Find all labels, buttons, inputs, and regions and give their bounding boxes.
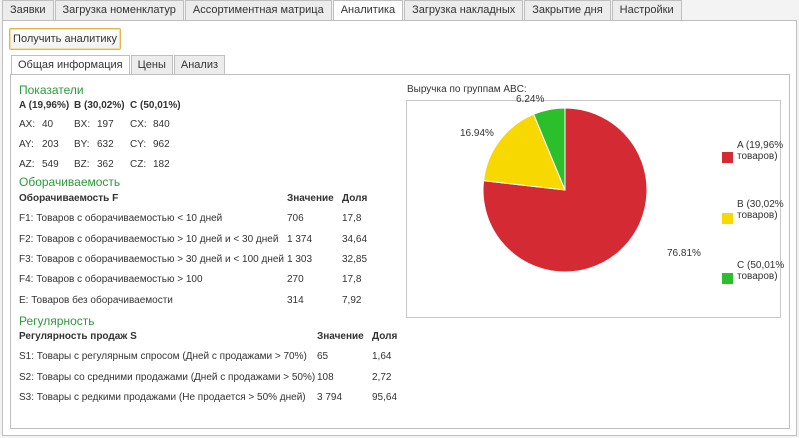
indicator-label: CX: [130,119,147,130]
indicator-value: 549 [42,159,59,170]
abc-revenue-chart: 76.81% 16.94% 6.24% A (19,96% товаров) B… [406,94,784,318]
turnover-row-value: 1 303 [287,254,313,265]
tab-assortment-matrix[interactable]: Ассортиментная матрица [184,0,332,20]
turnover-row-name: F3: Товаров с оборачиваемостью > 30 дней… [19,254,284,265]
main-tabs: Заявки Загрузка номенклатур Ассортиментн… [2,0,683,21]
group-c-header: C (50,01%) [130,100,181,111]
regularity-row-share: 2,72 [372,372,392,383]
regularity-row-name: S2: Товары со средними продажами (Дней с… [19,372,316,383]
tab-general-info[interactable]: Общая информация [11,55,130,75]
turnover-row-value: 314 [287,295,304,306]
regularity-col-value: Значение [317,331,364,342]
regularity-col-name: Регулярность продаж S [19,331,137,342]
regularity-row-value: 65 [317,351,329,362]
legend-swatch-b [722,213,733,224]
turnover-col-name: Оборачиваемость F [19,193,119,204]
tab-prices[interactable]: Цены [130,55,173,74]
indicator-value: 203 [42,139,59,150]
regularity-row-share: 1,64 [372,351,392,362]
legend-label-a: A (19,96% товаров) [737,140,784,162]
indicator-label: CZ: [130,159,147,170]
get-analytics-button[interactable]: Получить аналитику [9,28,121,50]
regularity-title: Регулярность [19,314,95,328]
slice-label-b: 16.94% [460,128,494,139]
turnover-row-value: 270 [287,274,304,285]
turnover-row-share: 17,8 [342,274,362,285]
general-info-pane: Показатели A (19,96%) B (30,02%) C (50,0… [10,74,790,429]
regularity-row-share: 95,64 [372,392,398,403]
indicator-value: 197 [97,119,114,130]
turnover-title: Оборачиваемость [19,175,121,189]
turnover-row-share: 34,64 [342,234,368,245]
indicator-value: 40 [42,119,54,130]
tab-settings[interactable]: Настройки [611,0,682,20]
regularity-col-share: Доля [372,331,398,342]
turnover-row-value: 706 [287,213,304,224]
indicator-value: 182 [153,159,170,170]
indicators-title: Показатели [19,83,84,97]
indicator-label: BY: [74,139,90,150]
regularity-row-name: S1: Товары с регулярным спросом (Дней с … [19,351,307,362]
tab-invoices-load[interactable]: Загрузка накладных [404,0,524,20]
pie-slice-c [533,107,566,191]
indicator-value: 362 [97,159,114,170]
group-a-header: A (19,96%) [19,100,70,111]
tab-day-close[interactable]: Закрытие дня [524,0,611,20]
turnover-row-name: F4: Товаров с оборачиваемостью > 100 [19,274,203,285]
turnover-row-value: 1 374 [287,234,313,245]
indicator-value: 962 [153,139,170,150]
sub-tabs: Общая информация Цены Анализ [11,55,226,75]
slice-label-a: 76.81% [667,248,701,259]
tab-analysis[interactable]: Анализ [173,55,226,74]
indicator-label: BZ: [74,159,90,170]
legend-swatch-c [722,273,733,284]
pie-chart [482,107,648,273]
turnover-row-name: F1: Товаров с оборачиваемостью < 10 дней [19,213,223,224]
indicator-label: AX: [19,119,36,130]
turnover-row-share: 17,8 [342,213,362,224]
indicator-value: 632 [97,139,114,150]
legend-label-c: C (50,01% товаров) [737,260,785,282]
analytics-panel: Получить аналитику Общая информация Цены… [2,20,797,436]
indicator-label: AZ: [19,159,35,170]
regularity-row-name: S3: Товары с редкими продажами (Не прода… [19,392,306,403]
legend-label-b: B (30,02% товаров) [737,199,784,221]
tab-analytics[interactable]: Аналитика [332,0,404,21]
group-b-header: B (30,02%) [74,100,125,111]
tab-nomenclature-load[interactable]: Загрузка номенклатур [54,0,184,20]
chart-title: Выручка по группам ABC: [407,84,527,95]
turnover-row-share: 7,92 [342,295,362,306]
legend-swatch-a [722,152,733,163]
tab-requests[interactable]: Заявки [2,0,54,20]
turnover-row-name: E: Товаров без оборачиваемости [19,295,173,306]
indicator-value: 840 [153,119,170,130]
indicator-label: AY: [19,139,34,150]
turnover-row-name: F2: Товаров с оборачиваемостью > 10 дней… [19,234,279,245]
pie-slice-b [482,113,566,191]
indicator-label: BX: [74,119,91,130]
regularity-row-value: 108 [317,372,334,383]
turnover-row-share: 32,85 [342,254,368,265]
slice-label-c: 6.24% [516,94,545,105]
turnover-col-share: Доля [342,193,368,204]
turnover-col-value: Значение [287,193,334,204]
indicator-label: CY: [130,139,147,150]
regularity-row-value: 3 794 [317,392,343,403]
